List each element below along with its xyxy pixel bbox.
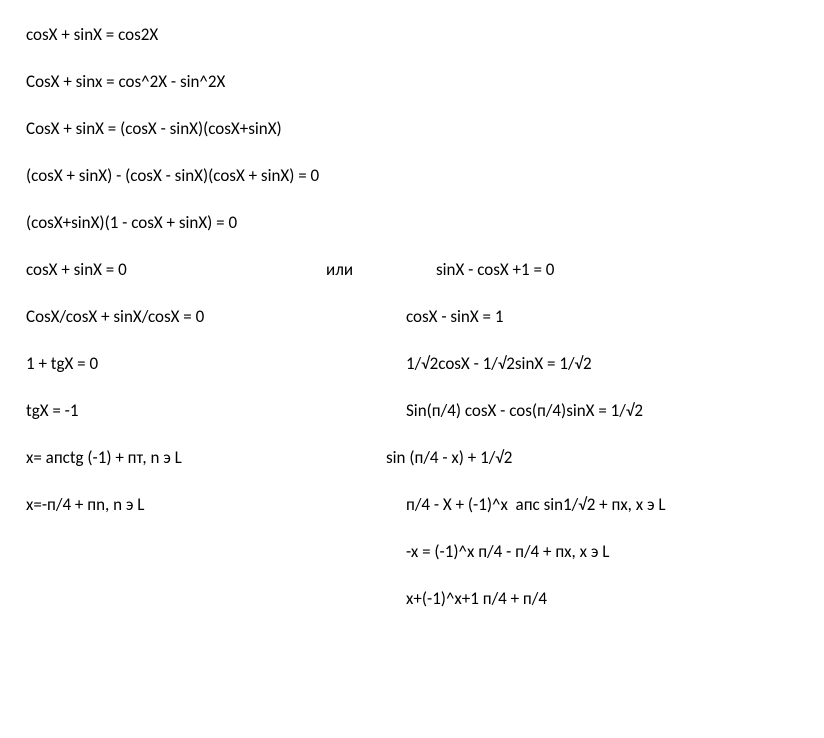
equation-line-6-or: или — [326, 259, 436, 280]
equation-line-5: (cosX+sinX)(1 - cosX + sinX) = 0 — [26, 212, 798, 233]
equation-line-10-left: x= апсtg (-1) + пт, n э L — [26, 447, 386, 468]
equation-line-7: CosX/cosX + sinX/cosX = 0 cosX - sinX = … — [26, 306, 798, 327]
equation-line-8-right: 1/√2cosX - 1/√2sinX = 1/√2 — [406, 353, 592, 374]
equation-line-10-right: sin (п/4 - x) + 1/√2 — [386, 447, 512, 468]
equation-line-8: 1 + tgX = 0 1/√2cosX - 1/√2sinX = 1/√2 — [26, 353, 798, 374]
equation-line-13-left — [26, 588, 406, 609]
equation-line-8-left: 1 + tgX = 0 — [26, 353, 406, 374]
equation-line-12-right: -x = (-1)^x п/4 - п/4 + пx, x э L — [406, 541, 609, 562]
equation-line-10: x= апсtg (-1) + пт, n э L sin (п/4 - x) … — [26, 447, 798, 468]
equation-line-13: x+(-1)^x+1 п/4 + п/4 — [26, 588, 798, 609]
equation-line-7-right: cosX - sinX = 1 — [406, 306, 503, 327]
math-document: cosX + sinX = cos2X CosX + sinx = cos^2X… — [0, 0, 824, 633]
equation-line-6: cosX + sinX = 0 или sinX - cosX +1 = 0 — [26, 259, 798, 280]
equation-line-1: cosX + sinX = cos2X — [26, 24, 798, 45]
equation-line-4: (cosX + sinX) - (cosX - sinX)(cosX + sin… — [26, 165, 798, 186]
equation-line-12: -x = (-1)^x п/4 - п/4 + пx, x э L — [26, 541, 798, 562]
equation-line-13-right: x+(-1)^x+1 п/4 + п/4 — [406, 588, 547, 609]
equation-line-3: CosX + sinX = (cosX - sinX)(cosX+sinX) — [26, 118, 798, 139]
equation-line-2: CosX + sinx = cos^2X - sin^2X — [26, 71, 798, 92]
equation-line-6-right: sinX - cosX +1 = 0 — [436, 259, 554, 280]
equation-line-12-left — [26, 541, 406, 562]
equation-line-9-right: Sin(п/4) cosX - cos(п/4)sinX = 1/√2 — [406, 400, 643, 421]
equation-line-6-left: cosX + sinX = 0 — [26, 259, 326, 280]
equation-line-7-left: CosX/cosX + sinX/cosX = 0 — [26, 306, 406, 327]
equation-line-9-left: tgX = -1 — [26, 400, 406, 421]
equation-line-11-right: п/4 - X + (-1)^x апс sin1/√2 + пx, x э L — [406, 494, 666, 515]
equation-line-11-left: x=-п/4 + пn, n э L — [26, 494, 406, 515]
equation-line-11: x=-п/4 + пn, n э L п/4 - X + (-1)^x апс … — [26, 494, 798, 515]
equation-line-9: tgX = -1 Sin(п/4) cosX - cos(п/4)sinX = … — [26, 400, 798, 421]
